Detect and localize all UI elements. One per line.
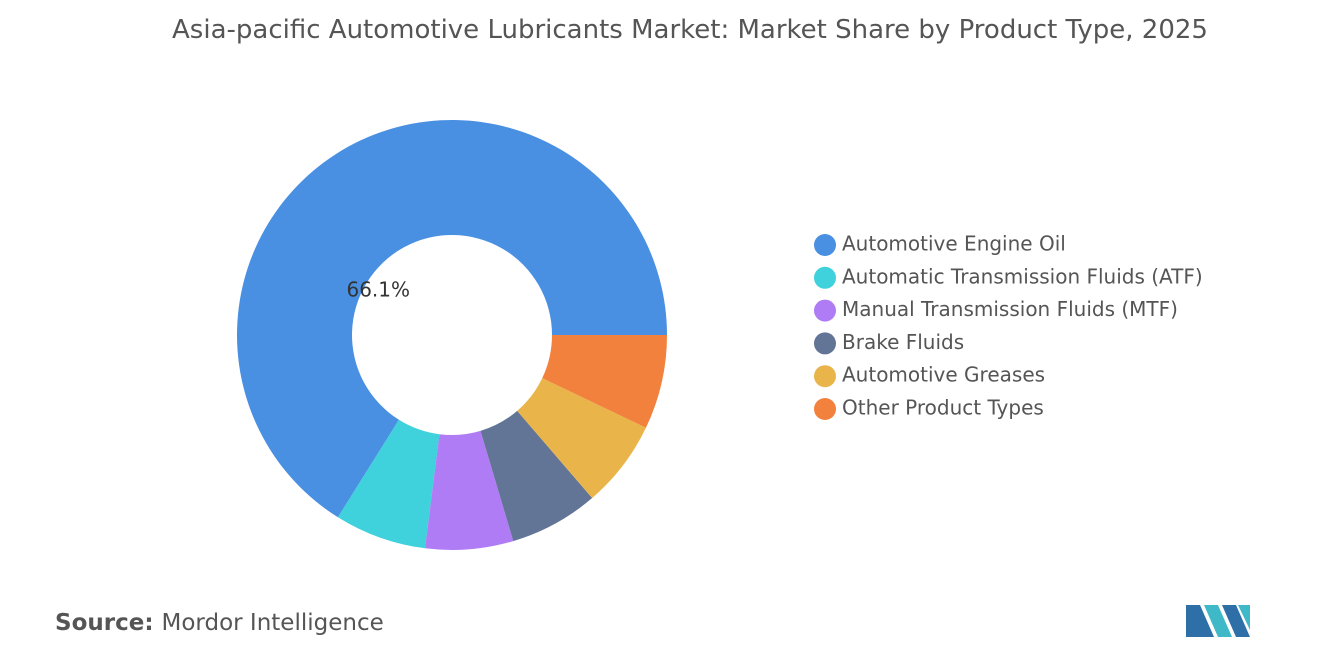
- legend-marker: [814, 398, 836, 420]
- legend-marker: [814, 332, 836, 355]
- legend-marker: [814, 266, 836, 289]
- legend-label: Automotive Engine Oil: [842, 232, 1066, 256]
- legend-label: Other Product Types: [842, 396, 1044, 420]
- legend-label: Automotive Greases: [842, 363, 1045, 387]
- slice: [237, 119, 667, 518]
- source: Source: Mordor Intelligence: [55, 610, 384, 636]
- legend-marker: [814, 299, 836, 322]
- legend-label: Manual Transmission Fluids (MTF): [842, 297, 1178, 321]
- logo: [1186, 605, 1250, 637]
- slice: [517, 378, 646, 499]
- legend-marker: [814, 234, 836, 256]
- legend-label: Brake Fluids: [842, 330, 964, 354]
- slice: [425, 430, 514, 550]
- source-text: Mordor Intelligence: [161, 610, 384, 636]
- chart-title: Asia-pacific Automotive Lubricants Marke…: [172, 15, 1208, 45]
- legend-label: Automatic Transmission Fluids (ATF): [842, 264, 1203, 288]
- slice: [337, 419, 440, 549]
- legend-marker: [814, 365, 836, 388]
- slice: [542, 335, 667, 428]
- slice: [480, 410, 593, 542]
- source-label: Source:: [55, 610, 154, 636]
- data-label: 66.1%: [346, 277, 410, 301]
